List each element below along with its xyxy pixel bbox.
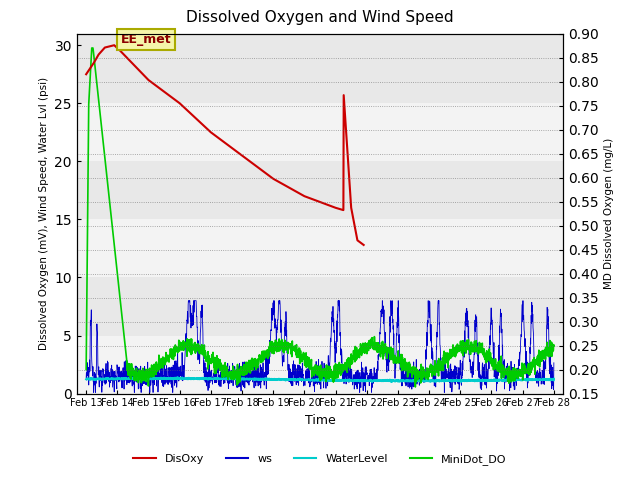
Bar: [77, 336, 563, 394]
Y-axis label: MD Dissolved Oxygen (mg/L): MD Dissolved Oxygen (mg/L): [604, 138, 614, 289]
X-axis label: Time: Time: [305, 414, 335, 427]
Bar: [77, 103, 563, 161]
Text: EE_met: EE_met: [120, 33, 171, 46]
Legend: DisOxy, ws, WaterLevel, MiniDot_DO: DisOxy, ws, WaterLevel, MiniDot_DO: [129, 450, 511, 469]
Bar: [77, 219, 563, 277]
Title: Dissolved Oxygen and Wind Speed: Dissolved Oxygen and Wind Speed: [186, 11, 454, 25]
Y-axis label: Dissolved Oxygen (mV), Wind Speed, Water Lvl (psi): Dissolved Oxygen (mV), Wind Speed, Water…: [39, 77, 49, 350]
